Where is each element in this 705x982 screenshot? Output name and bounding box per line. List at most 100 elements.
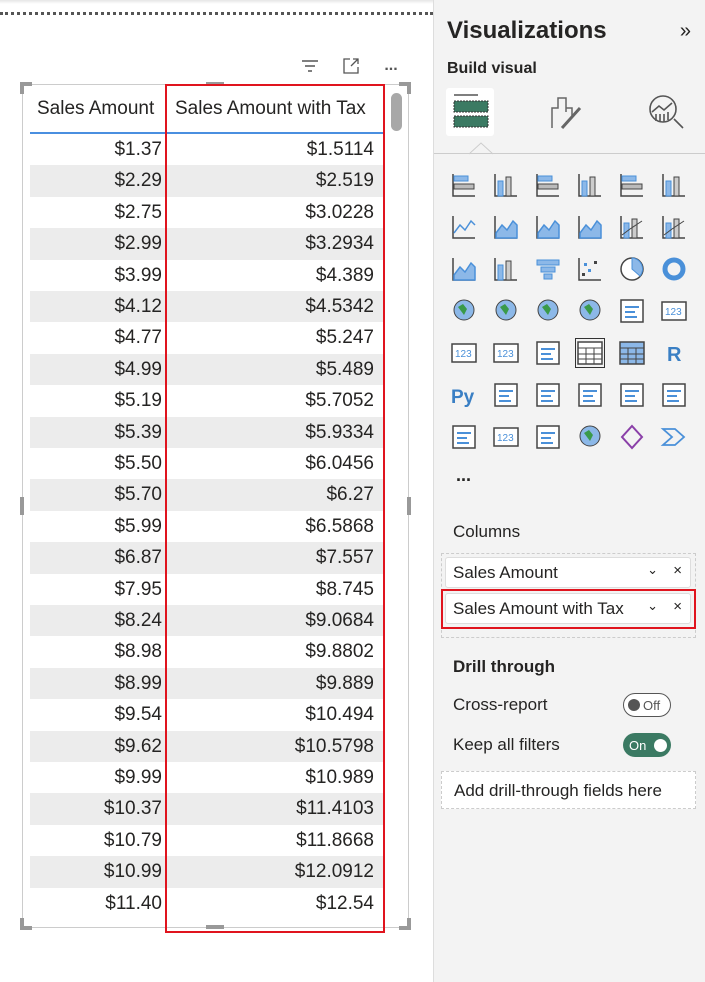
table-row[interactable]: $2.99 $3.2934 — [30, 228, 384, 260]
clustered-column-icon[interactable] — [575, 170, 605, 200]
focus-mode-icon[interactable] — [334, 52, 368, 80]
resize-handle[interactable] — [20, 497, 24, 515]
power-apps-slicer-icon[interactable] — [533, 422, 563, 452]
table-row[interactable]: $9.54 $10.494 — [30, 699, 384, 730]
stacked-column-icon[interactable] — [491, 170, 521, 200]
cross-report-toggle[interactable]: Off — [623, 693, 671, 717]
table-row[interactable]: $11.40 $12.54 — [30, 888, 384, 919]
resize-handle[interactable] — [399, 918, 411, 930]
power-apps-icon[interactable] — [617, 422, 647, 452]
azure-map-icon[interactable] — [575, 296, 605, 326]
card-icon[interactable]: 123 — [659, 296, 689, 326]
more-visuals-button[interactable]: ... — [456, 465, 472, 485]
r-visual-icon[interactable]: R — [659, 338, 689, 368]
analytics-icon[interactable] — [642, 88, 690, 136]
table-row[interactable]: $5.39 $5.9334 — [30, 416, 384, 448]
table-row[interactable]: $5.50 $6.0456 — [30, 448, 384, 479]
cell-sales-amount: $7.95 — [114, 578, 162, 600]
line-icon[interactable] — [449, 212, 479, 242]
table-row[interactable]: $4.77 $5.247 — [30, 322, 384, 353]
resize-handle[interactable] — [407, 497, 411, 515]
cell-sales-amount: $11.40 — [105, 892, 162, 914]
table-row[interactable]: $4.12 $4.5342 — [30, 291, 384, 323]
resize-handle[interactable] — [20, 82, 32, 94]
decomposition-tree-icon[interactable] — [533, 380, 563, 410]
line-clustered-column-icon[interactable] — [659, 212, 689, 242]
scrollbar[interactable] — [391, 93, 402, 131]
paginated-report-icon[interactable] — [449, 422, 479, 452]
table-row[interactable]: $1.37 $1.5114 — [30, 134, 384, 165]
map-icon[interactable] — [491, 296, 521, 326]
table-row[interactable]: $5.99 $6.5868 — [30, 511, 384, 542]
cell-sales-amount: $6.87 — [114, 547, 162, 569]
format-visual-icon[interactable] — [542, 88, 590, 136]
multi-row-card-icon[interactable]: 123 — [449, 338, 479, 368]
python-visual-icon[interactable]: Py — [449, 380, 479, 410]
clustered-bar-icon[interactable] — [533, 170, 563, 200]
cell-sales-amount: $10.99 — [103, 861, 162, 883]
100-stacked-column-icon[interactable] — [659, 170, 689, 200]
area-icon[interactable] — [491, 212, 521, 242]
table-row[interactable]: $3.99 $4.389 — [30, 260, 384, 291]
resize-handle[interactable] — [206, 925, 224, 929]
table-icon[interactable] — [575, 338, 605, 368]
column-header-sales-amount[interactable]: Sales Amount — [37, 98, 155, 119]
table-row[interactable]: $8.99 $9.889 — [30, 667, 384, 700]
table-row[interactable]: $5.70 $6.27 — [30, 479, 384, 511]
table-row[interactable]: $10.99 $12.0912 — [30, 856, 384, 888]
table-row[interactable]: $2.29 $2.519 — [30, 165, 384, 197]
stacked-area-icon[interactable] — [533, 212, 563, 242]
chevron-down-icon[interactable]: ⌄ — [647, 598, 658, 613]
donut-icon[interactable] — [659, 254, 689, 284]
line-stacked-column-icon[interactable] — [617, 212, 647, 242]
table-row[interactable]: $5.19 $5.7052 — [30, 385, 384, 416]
filled-map-icon[interactable] — [533, 296, 563, 326]
table-row[interactable]: $10.37 $11.4103 — [30, 793, 384, 825]
treemap-icon[interactable] — [449, 296, 479, 326]
header-underline — [30, 132, 384, 134]
close-icon[interactable]: × — [673, 562, 682, 579]
column-header-sales-amount-with-tax[interactable]: Sales Amount with Tax — [175, 98, 366, 119]
close-icon[interactable]: × — [673, 598, 682, 615]
gauge-icon[interactable] — [617, 296, 647, 326]
field-sales-amount-with-tax[interactable]: Sales Amount with Tax ⌄ × — [445, 593, 691, 624]
table-row[interactable]: $9.62 $10.5798 — [30, 730, 384, 762]
resize-handle[interactable] — [399, 82, 411, 94]
table-row[interactable]: $2.75 $3.0228 — [30, 197, 384, 228]
columns-label: Columns — [453, 522, 521, 541]
add-drill-through-fields[interactable]: Add drill-through fields here — [441, 771, 696, 809]
metrics-icon[interactable] — [659, 380, 689, 410]
resize-handle[interactable] — [20, 918, 32, 930]
keep-filters-toggle[interactable]: On — [623, 733, 671, 757]
more-options-button[interactable]: ... — [384, 57, 398, 74]
table-row[interactable]: $8.24 $9.0684 — [30, 605, 384, 637]
table-row[interactable]: $7.95 $8.745 — [30, 574, 384, 605]
waterfall-icon[interactable] — [491, 254, 521, 284]
filter-icon[interactable] — [293, 52, 327, 80]
ribbon-icon[interactable] — [449, 254, 479, 284]
power-apps-card-icon[interactable]: 123 — [491, 422, 521, 452]
field-sales-amount[interactable]: Sales Amount ⌄ × — [445, 557, 691, 588]
chevron-down-icon[interactable]: ⌄ — [647, 562, 658, 577]
qa-icon[interactable] — [575, 380, 605, 410]
pie-icon[interactable] — [617, 254, 647, 284]
table-row[interactable]: $4.99 $5.489 — [30, 353, 384, 386]
scatter-icon[interactable] — [575, 254, 605, 284]
funnel-icon[interactable] — [533, 254, 563, 284]
key-influencers-icon[interactable] — [491, 380, 521, 410]
arcgis-map-icon[interactable] — [575, 422, 605, 452]
build-visual-icon[interactable] — [446, 88, 494, 136]
stacked-bar-icon[interactable] — [449, 170, 479, 200]
table-row[interactable]: $6.87 $7.557 — [30, 542, 384, 574]
power-automate-icon[interactable] — [659, 422, 689, 452]
table-row[interactable]: $9.99 $10.989 — [30, 762, 384, 793]
100-stacked-bar-icon[interactable] — [617, 170, 647, 200]
100-stacked-area-icon[interactable] — [575, 212, 605, 242]
slicer-icon[interactable] — [533, 338, 563, 368]
smart-narrative-icon[interactable] — [617, 380, 647, 410]
table-row[interactable]: $8.98 $9.8802 — [30, 636, 384, 667]
matrix-icon[interactable] — [617, 338, 647, 368]
collapse-pane-button[interactable]: » — [679, 20, 691, 42]
table-row[interactable]: $10.79 $11.8668 — [30, 825, 384, 856]
kpi-icon[interactable]: 123 — [491, 338, 521, 368]
